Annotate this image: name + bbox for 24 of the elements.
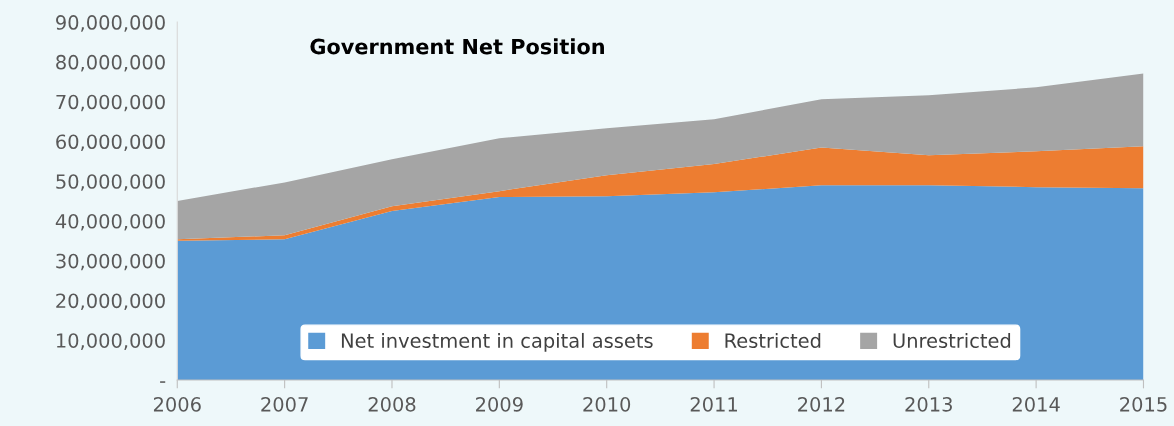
text: Government Net Position xyxy=(310,38,604,55)
x-tick-label: 2006 xyxy=(153,397,201,412)
y-tick-label: 20,000,000 xyxy=(56,293,165,311)
y-tick-label: 10,000,000 xyxy=(56,333,165,350)
x-tick-label: 2009 xyxy=(476,397,523,412)
y-tick-label: 40,000,000 xyxy=(55,213,165,231)
y-tick-label: 60,000,000 xyxy=(56,134,165,152)
y-tick-label: 70,000,000 xyxy=(56,94,165,112)
legend-label: Unrestricted xyxy=(893,332,1011,348)
y-tick-label: - xyxy=(160,381,166,383)
y-tick-label: 90,000,000 xyxy=(56,15,165,32)
legend-label: Net investment in capital assets xyxy=(341,332,653,352)
y-tick-label: 50,000,000 xyxy=(56,174,165,191)
x-tick-label: 2011 xyxy=(690,397,737,412)
x-tick-label: 2010 xyxy=(583,397,631,412)
x-tick-label: 2007 xyxy=(261,397,308,412)
legend-label: Restricted xyxy=(725,332,821,348)
y-tick-label: 80,000,000 xyxy=(56,54,165,72)
x-tick-label: 2008 xyxy=(368,397,416,412)
y-tick-label: 30,000,000 xyxy=(56,253,165,271)
x-tick-label: 2015 xyxy=(1120,397,1167,412)
x-tick-label: 2014 xyxy=(1012,397,1060,412)
x-tick-label: 2013 xyxy=(905,397,952,412)
x-tick-label: 2012 xyxy=(798,397,845,412)
